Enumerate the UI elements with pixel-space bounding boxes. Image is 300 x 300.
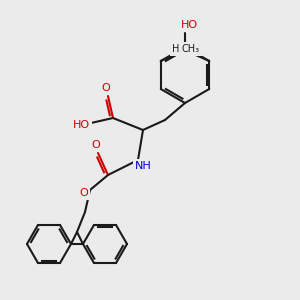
Text: NH: NH [135, 161, 152, 171]
Text: HO: HO [180, 20, 198, 30]
Text: O: O [92, 140, 100, 150]
Text: H₃C: H₃C [172, 44, 190, 54]
Text: CH₃: CH₃ [182, 44, 200, 54]
Text: O: O [80, 188, 88, 198]
Text: O: O [102, 83, 110, 93]
Text: HO: HO [72, 120, 90, 130]
